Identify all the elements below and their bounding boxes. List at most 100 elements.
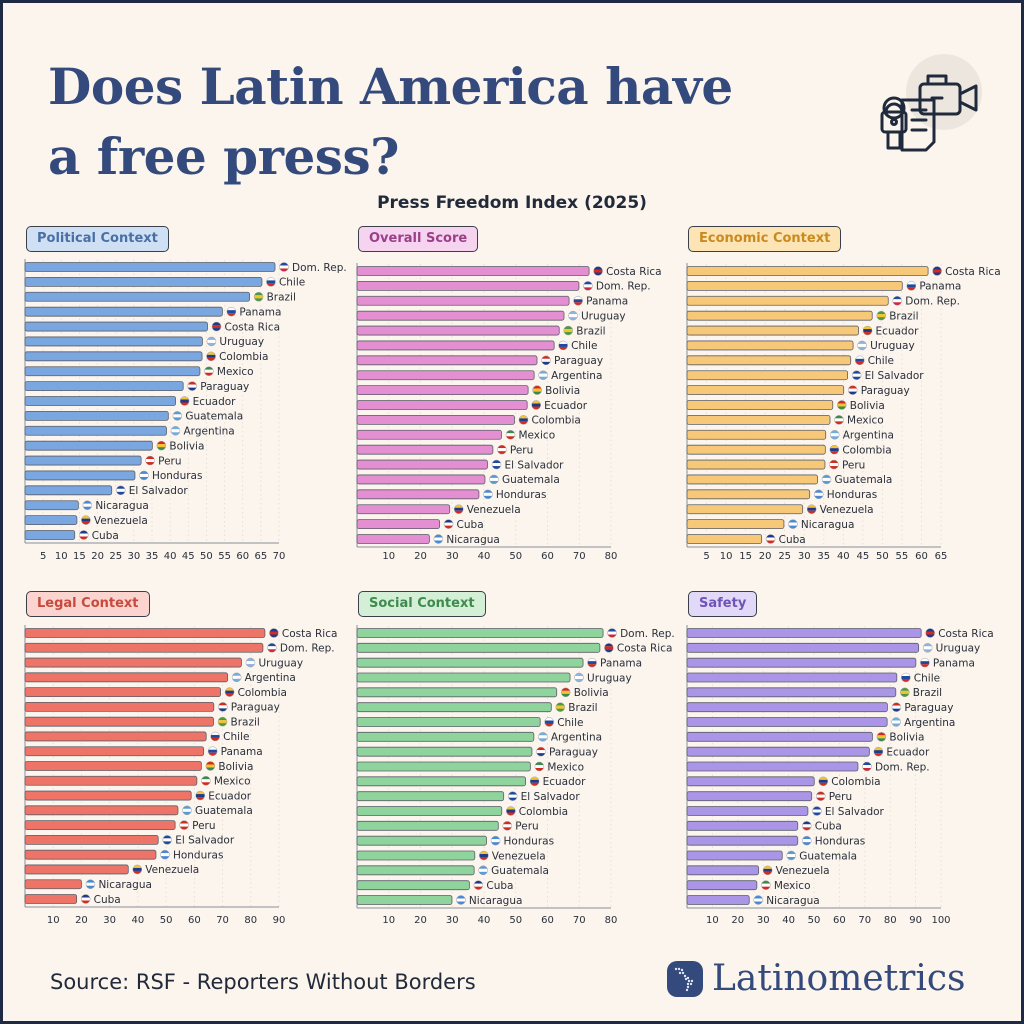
latin-america-map-icon bbox=[667, 960, 703, 997]
bar-nicaragua bbox=[356, 534, 430, 544]
bar-ecuador bbox=[356, 400, 528, 410]
bar-dom-rep bbox=[24, 262, 276, 272]
flag-icon-dom-rep bbox=[583, 281, 593, 291]
category-label: Dom. Rep. bbox=[620, 628, 675, 640]
flag-icon-colombia bbox=[206, 351, 216, 362]
category-label: Mexico bbox=[518, 430, 555, 442]
flag-icon-uruguay bbox=[857, 340, 867, 351]
flag-icon-chile bbox=[210, 731, 220, 742]
flag-icon-el-salvador bbox=[812, 806, 822, 816]
x-tick-label: 30 bbox=[446, 915, 459, 926]
x-tick-label: 5 bbox=[40, 551, 46, 562]
bar-brazil bbox=[24, 291, 251, 302]
x-tick-label: 15 bbox=[739, 551, 752, 562]
bar-peru bbox=[356, 820, 499, 831]
bar-panama bbox=[356, 295, 570, 306]
flag-icon-paraguay bbox=[541, 355, 551, 366]
flag-icon-el-salvador bbox=[851, 370, 862, 380]
bar-honduras bbox=[24, 470, 136, 481]
flag-icon-paraguay bbox=[891, 702, 902, 712]
flag-icon-brazil bbox=[555, 702, 566, 712]
bar-guatemala bbox=[686, 850, 783, 861]
bar-colombia bbox=[24, 351, 203, 362]
bar-argentina bbox=[686, 717, 888, 727]
category-label: Panama bbox=[239, 306, 281, 318]
flag-icon-mexico bbox=[201, 776, 211, 786]
category-label: Bolivia bbox=[218, 761, 253, 773]
bar-panama bbox=[24, 306, 223, 317]
x-tick-label: 50 bbox=[509, 551, 522, 562]
category-label: Peru bbox=[829, 791, 852, 803]
category-label: Guatemala bbox=[799, 850, 857, 862]
x-tick-label: 50 bbox=[808, 915, 821, 926]
flag-icon-dom-rep bbox=[607, 628, 617, 638]
category-label: Uruguay bbox=[258, 657, 303, 669]
x-tick-label: 60 bbox=[833, 915, 846, 926]
x-tick-label: 70 bbox=[216, 915, 229, 926]
x-tick-label: 65 bbox=[935, 551, 948, 562]
bar-paraguay bbox=[24, 701, 215, 712]
chart-title-economic-context: Economic Context bbox=[688, 226, 842, 252]
category-label: Argentina bbox=[551, 732, 602, 744]
source-text: Source: RSF - Reporters Without Borders bbox=[50, 970, 476, 994]
bar-venezuela bbox=[686, 865, 760, 876]
flag-icon-costa-rica bbox=[932, 266, 942, 276]
flag-icon-guatemala bbox=[478, 865, 488, 876]
category-label: Brazil bbox=[568, 702, 597, 714]
flag-icon-venezuela bbox=[453, 504, 464, 514]
flag-icon-brazil bbox=[563, 325, 573, 336]
bar-colombia bbox=[24, 687, 221, 698]
x-tick-label: 80 bbox=[244, 915, 257, 926]
chart-title-legal-context: Legal Context bbox=[26, 591, 150, 617]
category-label: Dom. Rep. bbox=[905, 296, 960, 308]
x-tick-label: 100 bbox=[931, 915, 950, 926]
bar-mexico bbox=[356, 761, 531, 772]
bar-chile bbox=[356, 717, 541, 727]
x-tick-label: 90 bbox=[273, 915, 286, 926]
bar-brazil bbox=[356, 325, 560, 336]
flag-icon-peru bbox=[502, 821, 513, 831]
category-label: Uruguay bbox=[936, 643, 981, 655]
bar-costa-rica bbox=[686, 628, 922, 638]
flag-icon-mexico bbox=[834, 415, 844, 425]
flag-icon-peru bbox=[829, 459, 839, 470]
bar-nicaragua bbox=[356, 895, 453, 905]
flag-icon-costa-rica bbox=[269, 628, 279, 638]
flag-icon-honduras bbox=[483, 489, 493, 500]
flag-icon-guatemala bbox=[172, 411, 183, 421]
bar-el-salvador bbox=[686, 806, 809, 816]
x-tick-label: 15 bbox=[73, 551, 86, 562]
category-label: Costa Rica bbox=[225, 321, 281, 333]
chart-legal-context: 10 20 30 40 50 60 70 80 90 Costa Rica Dom. Rep. Uru… bbox=[24, 625, 337, 926]
category-label: Peru bbox=[192, 820, 215, 832]
bar-el-salvador bbox=[686, 370, 849, 381]
category-label: Cuba bbox=[457, 519, 484, 531]
flag-icon-guatemala bbox=[489, 474, 499, 485]
bar-panama bbox=[686, 657, 917, 668]
x-tick-label: 5 bbox=[703, 551, 709, 562]
category-label: Costa Rica bbox=[938, 628, 994, 640]
category-label: Venezuela bbox=[492, 850, 546, 862]
category-label: Colombia bbox=[238, 687, 287, 699]
category-label: Venezuela bbox=[94, 515, 148, 527]
flag-icon-nicaragua bbox=[753, 895, 763, 905]
bar-venezuela bbox=[24, 515, 78, 526]
bar-ecuador bbox=[356, 776, 526, 787]
bar-costa-rica bbox=[356, 266, 590, 276]
category-label: Paraguay bbox=[904, 702, 953, 714]
bar-argentina bbox=[356, 731, 535, 742]
bar-nicaragua bbox=[24, 500, 79, 511]
flag-icon-chile bbox=[854, 355, 865, 366]
flag-icon-honduras bbox=[490, 835, 501, 846]
category-label: Panama bbox=[586, 296, 628, 308]
category-label: Uruguay bbox=[870, 340, 915, 352]
bar-brazil bbox=[356, 702, 552, 713]
x-tick-label: 70 bbox=[573, 915, 586, 926]
category-label: Venezuela bbox=[776, 865, 830, 877]
flag-icon-guatemala bbox=[786, 850, 796, 861]
flag-icon-paraguay bbox=[187, 381, 197, 391]
bar-colombia bbox=[686, 776, 815, 787]
bar-panama bbox=[686, 280, 903, 291]
x-tick-label: 45 bbox=[856, 551, 869, 562]
x-tick-label: 60 bbox=[915, 551, 928, 562]
